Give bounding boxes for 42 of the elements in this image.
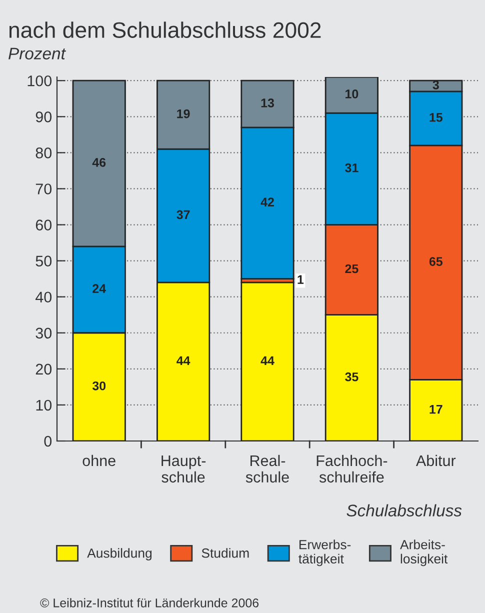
data-label: 65 (429, 257, 443, 266)
x-tick-label: Real- schule (246, 454, 289, 483)
data-label: 42 (260, 198, 274, 206)
bar (240, 282, 294, 441)
y-tick-label: 20 (36, 364, 52, 375)
data-label: 15 (430, 113, 443, 122)
data-label: 1 (298, 275, 304, 284)
data-label: 44 (260, 356, 274, 365)
y-tick-label: 100 (28, 75, 52, 86)
x-tick-label: Abitur (416, 454, 456, 466)
legend-label: Ausbildung (87, 548, 152, 560)
data-label: 31 (345, 163, 358, 172)
data-label: 44 (176, 356, 190, 365)
y-axis-title: Prozent (8, 48, 66, 60)
y-tick-label: 0 (44, 436, 52, 447)
y-tick-label: 10 (36, 400, 52, 411)
legend-label: Erwerbs- tätigkeit (298, 540, 351, 566)
data-label: 46 (92, 158, 106, 167)
x-tick-label: Haupt- schule (162, 455, 206, 483)
legend-label: Arbeits- losigkeit (400, 540, 448, 566)
data-label: 13 (261, 98, 274, 108)
data-label: 24 (92, 284, 106, 293)
data-label: 35 (345, 372, 358, 382)
data-label: 37 (176, 210, 190, 220)
chart-title: nach dem Schulabschluss 2002 (9, 22, 321, 38)
y-tick-label: 80 (36, 148, 52, 158)
x-axis-title: Schulabschluss (346, 504, 462, 516)
y-tick-label: 70 (36, 184, 52, 194)
y-tick-label: 40 (36, 292, 52, 303)
y-tick-label: 60 (36, 220, 52, 230)
data-label: 17 (430, 405, 442, 414)
data-label: 19 (177, 109, 190, 118)
y-tick-label: 30 (36, 328, 52, 339)
text: © Leibniz-Institut für Länderkunde 2006 (40, 598, 259, 608)
x-tick-label: Fachhoch- schulreife (316, 454, 388, 483)
y-tick-label: 50 (36, 256, 52, 266)
x-tick-label: ohne (82, 454, 116, 466)
data-label: 30 (92, 381, 106, 390)
legend-label: Studium (202, 548, 249, 558)
y-tick-label: 90 (36, 112, 52, 122)
data-label: 25 (345, 264, 358, 274)
data-label: 10 (346, 90, 358, 98)
